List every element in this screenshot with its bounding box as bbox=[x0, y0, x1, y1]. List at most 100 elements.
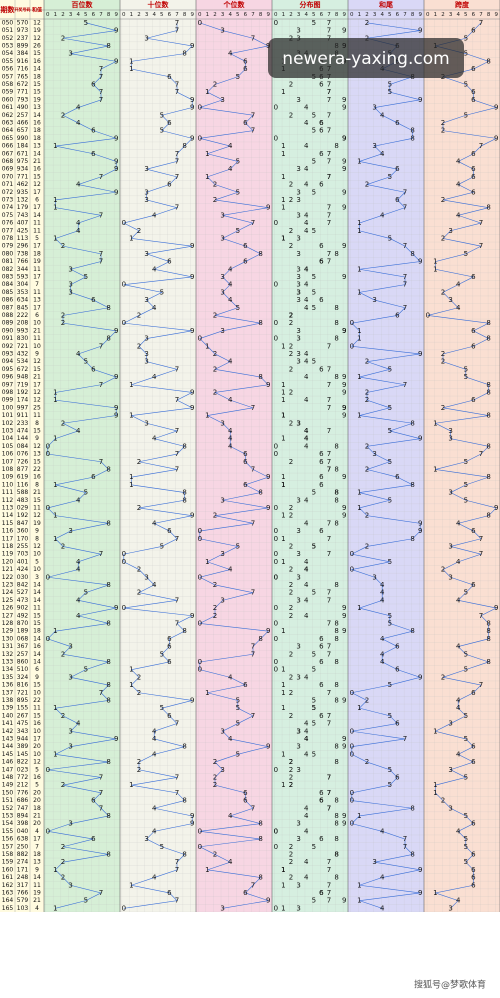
draw-number: 424 bbox=[17, 566, 29, 573]
trend-digit: 3 bbox=[144, 188, 148, 196]
trend-digit: 8 bbox=[106, 658, 110, 666]
trend-digit: 0 bbox=[350, 689, 354, 697]
trend-digit: 4 bbox=[76, 119, 81, 127]
sum-value: 21 bbox=[33, 374, 41, 381]
trend-digit: 5 bbox=[464, 650, 468, 658]
draw-number: 973 bbox=[17, 27, 29, 34]
sum-value: 5 bbox=[35, 235, 39, 242]
distribution-digit: 2 bbox=[289, 419, 293, 427]
period: 058 bbox=[2, 81, 14, 88]
trend-digit: 6 bbox=[471, 173, 476, 181]
distribution-digit: 0 bbox=[274, 573, 278, 581]
distribution-digit: 2 bbox=[289, 350, 293, 358]
sum-value: 18 bbox=[33, 851, 41, 858]
sum-value: 25 bbox=[33, 404, 41, 411]
draw-number: 492 bbox=[17, 612, 29, 619]
trend-digit: 2 bbox=[365, 442, 369, 450]
distribution-digit: 4 bbox=[304, 227, 309, 235]
distribution-digit: 4 bbox=[304, 496, 309, 504]
trend-digit: 6 bbox=[471, 342, 476, 350]
trend-digit: 2 bbox=[61, 712, 65, 720]
distribution-digit: 8 bbox=[334, 850, 338, 858]
sum-value: 14 bbox=[33, 658, 41, 665]
draw-number: 686 bbox=[17, 797, 29, 804]
trend-digit: 4 bbox=[456, 211, 461, 219]
distribution-digit: 7 bbox=[327, 858, 331, 866]
distribution-digit: 9 bbox=[342, 404, 346, 412]
trend-digit: 8 bbox=[410, 250, 414, 258]
distribution-digit: 6 bbox=[319, 296, 324, 304]
distribution-digit: 7 bbox=[327, 465, 331, 473]
period: 063 bbox=[2, 119, 14, 126]
distribution-digit: 2 bbox=[289, 858, 293, 866]
trend-digit: 4 bbox=[456, 696, 461, 704]
trend-digit: 4 bbox=[76, 227, 81, 235]
distribution-digit: 2 bbox=[289, 504, 293, 512]
digit-label: 1 bbox=[130, 12, 134, 18]
trend-digit: 6 bbox=[395, 165, 400, 173]
distribution-digit: 4 bbox=[304, 812, 309, 820]
trend-digit: 9 bbox=[266, 204, 270, 212]
sum-value: 3 bbox=[35, 574, 39, 581]
trend-digit: 8 bbox=[182, 50, 186, 58]
distribution-digit: 3 bbox=[296, 727, 300, 735]
trend-digit: 8 bbox=[486, 512, 490, 520]
sum-value: 9 bbox=[35, 435, 39, 442]
trend-digit: 5 bbox=[236, 73, 240, 81]
distribution-digit: 8 bbox=[334, 743, 338, 751]
distribution-digit: 7 bbox=[327, 589, 331, 597]
trend-digit: 8 bbox=[486, 388, 490, 396]
trend-digit: 9 bbox=[190, 512, 194, 520]
period: 122 bbox=[2, 574, 14, 581]
digit-label: 3 bbox=[69, 12, 73, 18]
distribution-digit: 1 bbox=[281, 150, 285, 158]
trend-digit: 3 bbox=[372, 104, 376, 112]
period: 076 bbox=[2, 220, 14, 227]
sum-value: 17 bbox=[33, 836, 41, 843]
distribution-digit: 1 bbox=[281, 204, 285, 212]
trend-digit: 8 bbox=[486, 658, 490, 666]
period: 148 bbox=[2, 774, 14, 781]
trend-digit: 7 bbox=[99, 173, 103, 181]
trend-digit: 0 bbox=[350, 750, 354, 758]
draw-number: 716 bbox=[17, 66, 29, 73]
trend-digit: 3 bbox=[220, 727, 224, 735]
sum-value: 8 bbox=[35, 481, 39, 488]
trend-digit: 1 bbox=[357, 288, 361, 296]
draw-number: 738 bbox=[17, 250, 29, 257]
period: 119 bbox=[2, 551, 14, 558]
trend-digit: 8 bbox=[410, 419, 414, 427]
distribution-digit: 1 bbox=[281, 88, 285, 96]
sum-value: 14 bbox=[33, 112, 41, 119]
distribution-digit: 5 bbox=[312, 542, 316, 550]
distribution-digit: 8 bbox=[334, 250, 338, 258]
trend-digit: 2 bbox=[61, 542, 65, 550]
distribution-digit: 6 bbox=[319, 119, 324, 127]
period: 060 bbox=[2, 96, 14, 103]
sum-value: 13 bbox=[33, 143, 41, 150]
trend-digit: 4 bbox=[456, 281, 461, 289]
trend-digit: 2 bbox=[61, 311, 65, 319]
trend-digit: 9 bbox=[494, 504, 498, 512]
trend-digit: 6 bbox=[471, 88, 476, 96]
trend-digit: 7 bbox=[175, 150, 179, 158]
distribution-digit: 5 bbox=[312, 489, 316, 497]
trend-digit: 7 bbox=[403, 242, 407, 250]
sum-value: 18 bbox=[33, 805, 41, 812]
distribution-digit: 7 bbox=[327, 80, 331, 88]
period: 129 bbox=[2, 628, 14, 635]
trend-digit: 0 bbox=[46, 766, 50, 774]
draw-number: 816 bbox=[17, 682, 29, 689]
trend-digit: 3 bbox=[68, 288, 72, 296]
trend-digit: 6 bbox=[471, 743, 476, 751]
period: 059 bbox=[2, 89, 14, 96]
trend-digit: 4 bbox=[152, 265, 157, 273]
distribution-digit: 1 bbox=[281, 866, 285, 874]
distribution-digit: 1 bbox=[281, 481, 285, 489]
trend-digit: 9 bbox=[114, 188, 118, 196]
draw-number: 462 bbox=[17, 181, 29, 188]
trend-digit: 3 bbox=[220, 327, 224, 335]
trend-digit: 6 bbox=[395, 666, 400, 674]
period: 156 bbox=[2, 836, 14, 843]
period: 130 bbox=[2, 635, 14, 642]
